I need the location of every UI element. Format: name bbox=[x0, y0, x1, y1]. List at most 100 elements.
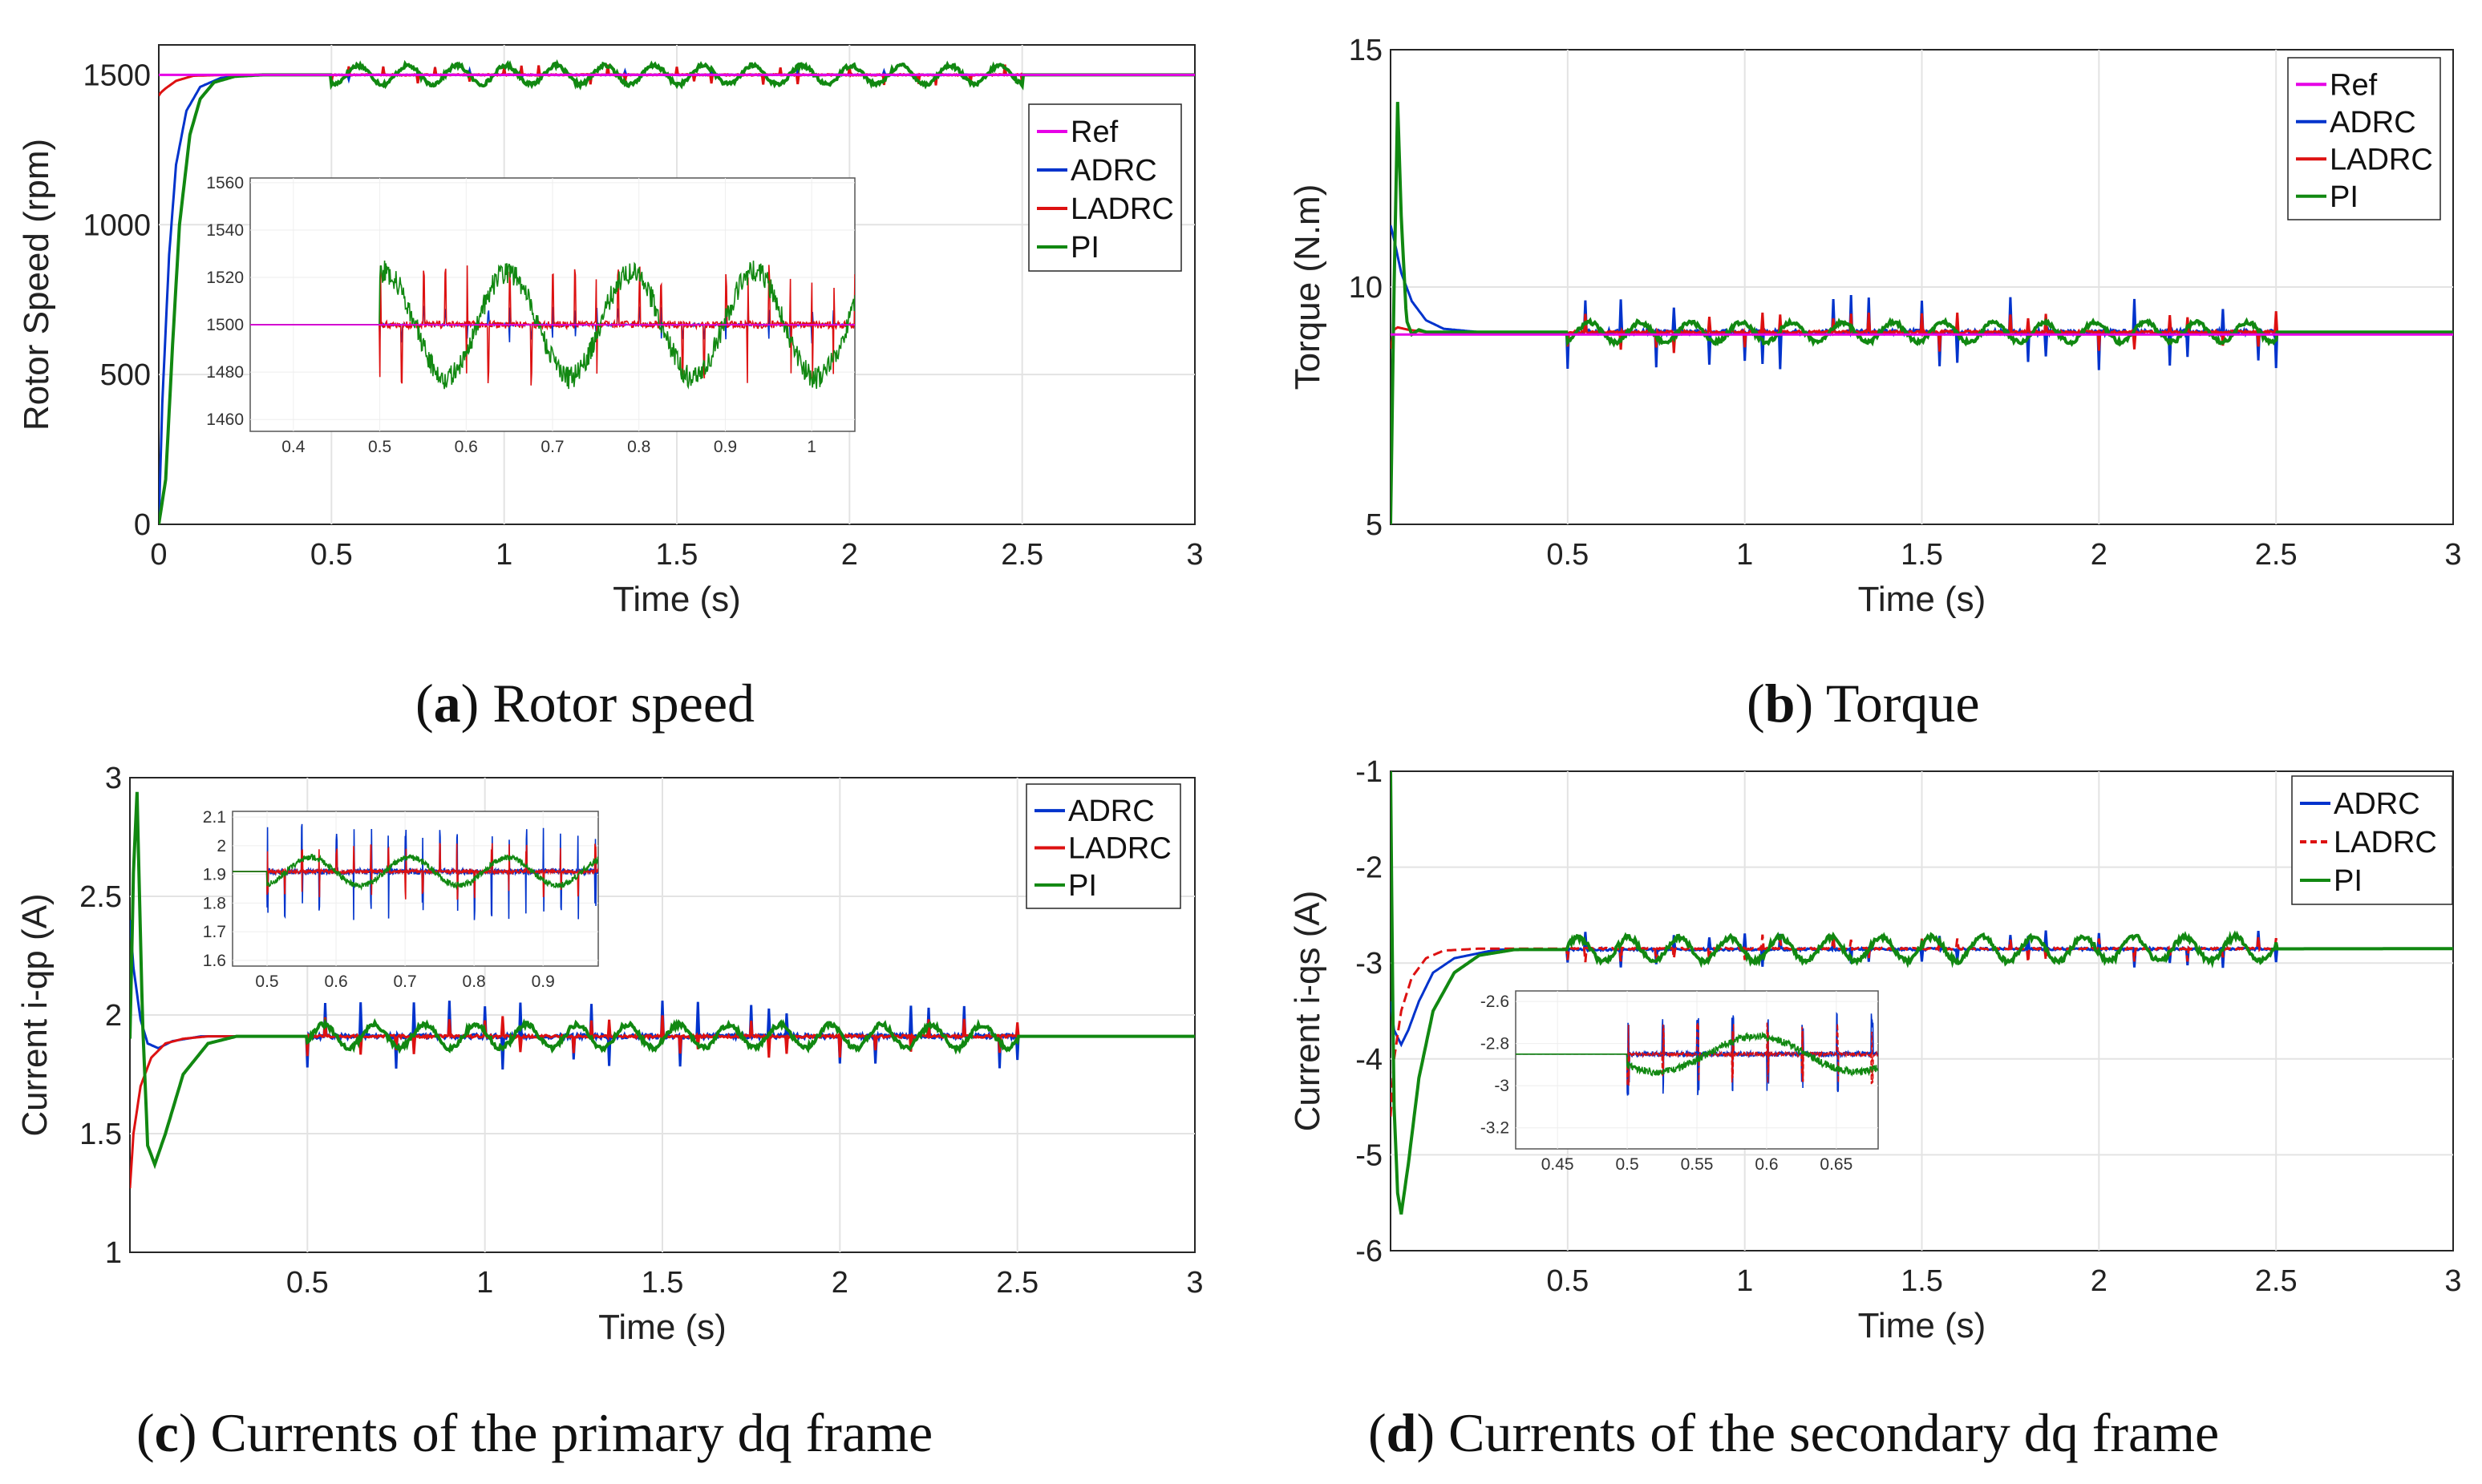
inset-y-tick-label: 1500 bbox=[206, 316, 244, 334]
x-tick-label: 3 bbox=[2444, 1264, 2461, 1298]
series-line-ladrc bbox=[1391, 934, 2453, 1117]
legend-label-ladrc: LADRC bbox=[2334, 826, 2437, 859]
inset-x-tick-label: 0.7 bbox=[393, 972, 416, 991]
x-tick-label: 2 bbox=[832, 1266, 848, 1300]
legend-label-ladrc: LADRC bbox=[2330, 143, 2433, 176]
y-tick-label: -2 bbox=[1355, 851, 1383, 885]
x-tick-label: 3 bbox=[1186, 1266, 1203, 1300]
series-group bbox=[130, 791, 1195, 1189]
x-tick-label: 1.5 bbox=[642, 1266, 684, 1300]
inset-x-tick-label: 0.6 bbox=[324, 972, 347, 991]
legend-label-pi: PI bbox=[1068, 869, 1097, 903]
x-tick-label: 2 bbox=[2091, 1264, 2107, 1298]
x-tick-label: 2 bbox=[841, 538, 858, 572]
x-axis-label: Time (s) bbox=[1858, 1306, 1986, 1345]
inset-y-tick-label: 2 bbox=[217, 837, 226, 855]
legend-label-adrc: ADRC bbox=[1071, 154, 1157, 188]
inset-c: 0.5 0.6 0.7 0.8 0.9 1.6 1.7 1.8 1.9 2 2.1 bbox=[203, 808, 599, 991]
legend-label-ref: Ref bbox=[2330, 68, 2378, 102]
inset-x-tick-label: 0.4 bbox=[281, 438, 306, 456]
x-tick-label: 2.5 bbox=[2255, 538, 2298, 572]
inset-y-tick-label: 1520 bbox=[206, 269, 244, 287]
caption-b: (b) Torque bbox=[1747, 673, 1980, 734]
y-axis-label: Rotor Speed (rpm) bbox=[17, 139, 56, 431]
legend-label-adrc: ADRC bbox=[1068, 795, 1155, 828]
x-axis-label: Time (s) bbox=[598, 1308, 727, 1347]
x-tick-label: 3 bbox=[1186, 538, 1203, 572]
inset-y-tick-label: 2.1 bbox=[203, 808, 226, 827]
series-line-pi bbox=[159, 59, 1195, 524]
y-tick-label: -4 bbox=[1355, 1043, 1383, 1077]
y-tick-label: -3 bbox=[1355, 947, 1383, 981]
inset-series-group bbox=[250, 260, 855, 390]
x-tick-label: 0 bbox=[150, 538, 167, 572]
x-tick-label: 0.5 bbox=[310, 538, 353, 572]
series-line-adrc bbox=[1391, 224, 2453, 370]
caption-d: (d) Currents of the secondary dq frame bbox=[1368, 1402, 2220, 1463]
y-axis-label: Torque (N.m) bbox=[1288, 184, 1327, 390]
inset-x-tick-label: 0.6 bbox=[455, 438, 478, 456]
y-tick-label: 1.5 bbox=[79, 1118, 122, 1151]
legend-label-ref: Ref bbox=[1071, 115, 1119, 149]
panel-d: 0.5 1 1.5 2 2.5 3 -6 -5 -4 -3 -2 -1 Time (s) Current … bbox=[1288, 755, 2462, 1345]
inset-x-tick-label: 0.7 bbox=[541, 438, 564, 456]
x-tick-label: 0.5 bbox=[1546, 538, 1589, 572]
y-tick-label: 1000 bbox=[83, 208, 151, 242]
y-tick-label: 5 bbox=[1366, 508, 1383, 542]
y-tick-label: 0 bbox=[134, 508, 151, 542]
x-tick-label: 2.5 bbox=[2255, 1264, 2298, 1298]
inset-x-tick-label: 0.9 bbox=[532, 972, 555, 991]
inset-x-tick-label: 0.65 bbox=[1820, 1155, 1852, 1174]
x-tick-label: 1.5 bbox=[1901, 538, 1943, 572]
series-group bbox=[1391, 771, 2453, 1215]
y-tick-label: 500 bbox=[100, 358, 151, 392]
inset-y-tick-label: 1480 bbox=[206, 363, 244, 382]
y-tick-label: 2.5 bbox=[79, 880, 122, 914]
x-tick-label: 1.5 bbox=[656, 538, 698, 572]
x-tick-label: 2.5 bbox=[1001, 538, 1043, 572]
series-line-ladrc bbox=[130, 1015, 1195, 1189]
y-tick-label: 10 bbox=[1349, 271, 1383, 305]
inset-plot-area bbox=[232, 811, 599, 967]
y-tick-label: -6 bbox=[1355, 1235, 1383, 1268]
x-tick-label: 1 bbox=[496, 538, 512, 572]
series-line-adrc bbox=[130, 920, 1195, 1070]
panel-c: 0.5 1 1.5 2 2.5 3 1 1.5 2 2.5 3 Time (s) Current i-q… bbox=[15, 762, 1204, 1347]
caption-c: (c) Currents of the primary dq frame bbox=[136, 1402, 933, 1463]
inset-a: 0.4 0.5 0.6 0.7 0.8 0.9 1 1460 1480 1500 1520 1540 1… bbox=[206, 174, 856, 456]
x-tick-label: 2.5 bbox=[996, 1266, 1039, 1300]
inset-y-tick-label: -2.8 bbox=[1480, 1035, 1509, 1053]
y-axis-label: Current i-qp (A) bbox=[15, 893, 55, 1136]
y-tick-label: 2 bbox=[105, 999, 122, 1033]
series-line-pi bbox=[1391, 771, 2453, 1215]
series-line-ladrc bbox=[1391, 311, 2453, 354]
series-line-pi bbox=[130, 791, 1195, 1170]
legend-label-ladrc: LADRC bbox=[1071, 192, 1174, 226]
caption-a: (a) Rotor speed bbox=[415, 673, 755, 734]
inset-x-tick-label: 0.45 bbox=[1541, 1155, 1574, 1174]
legend-label-adrc: ADRC bbox=[2334, 787, 2420, 821]
inset-x-tick-label: 0.5 bbox=[368, 438, 391, 456]
inset-y-tick-label: 1.6 bbox=[203, 952, 226, 970]
x-tick-label: 0.5 bbox=[286, 1266, 329, 1300]
legend-box bbox=[2291, 775, 2453, 905]
inset-series-line-pi bbox=[1516, 1031, 1878, 1078]
series-group bbox=[159, 59, 1195, 524]
inset-x-tick-label: 0.8 bbox=[627, 438, 650, 456]
legend-label-adrc: ADRC bbox=[2330, 106, 2416, 140]
series-line-pi bbox=[1391, 102, 2453, 524]
legend-label-pi: PI bbox=[1071, 231, 1099, 265]
inset-y-tick-label: 1460 bbox=[206, 410, 244, 429]
y-tick-label: 15 bbox=[1349, 34, 1383, 67]
y-tick-label: 1500 bbox=[83, 59, 151, 92]
legend-label-ladrc: LADRC bbox=[1068, 832, 1172, 866]
inset-series-group bbox=[233, 823, 598, 920]
inset-d: 0.45 0.5 0.55 0.6 0.65 -3.2 -3 -2.8 -2.6 bbox=[1480, 990, 1879, 1174]
x-tick-label: 0.5 bbox=[1546, 1264, 1589, 1298]
y-tick-label: -1 bbox=[1355, 755, 1383, 789]
x-tick-label: 1 bbox=[1736, 538, 1753, 572]
